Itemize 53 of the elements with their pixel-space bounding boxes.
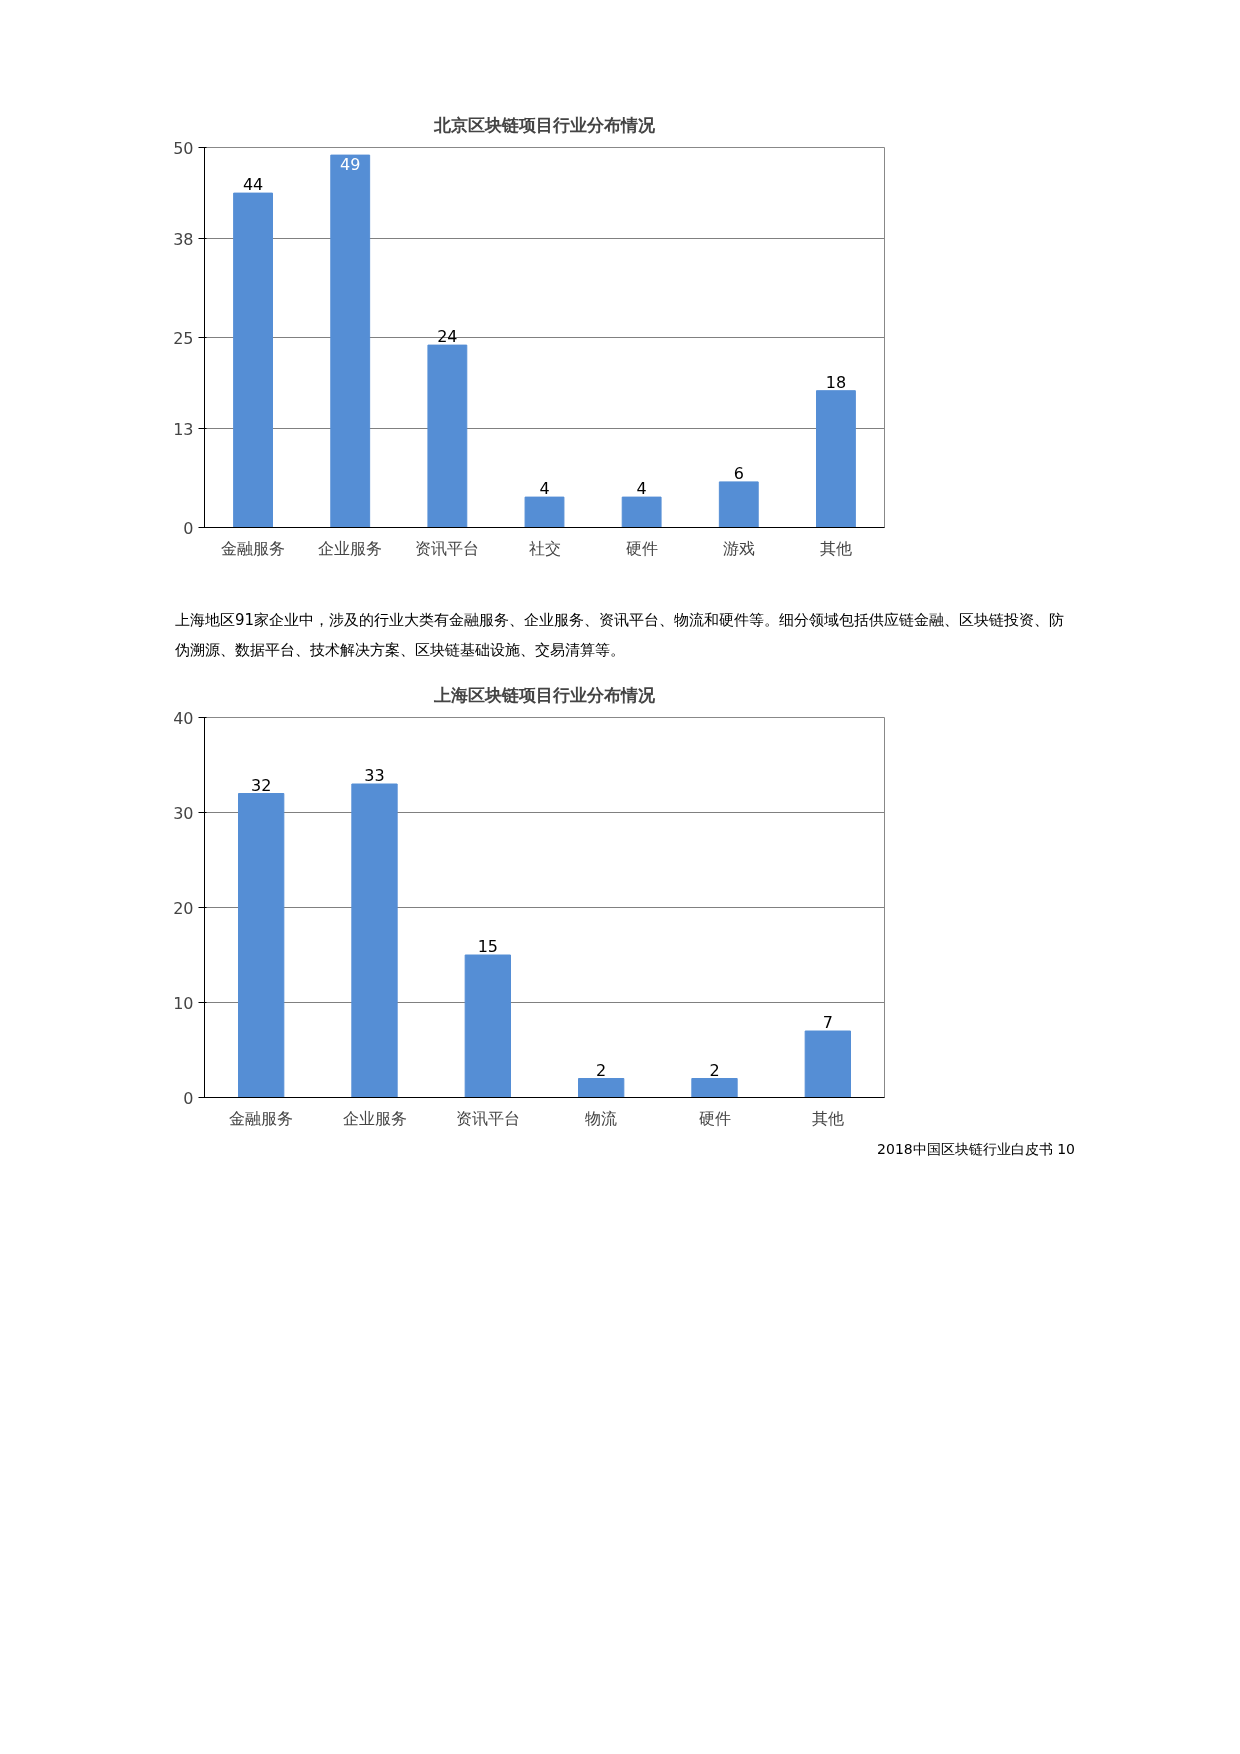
text: 2018中国区块链行业白皮书 10 [877,1140,1075,1159]
y-tick-label: 20 [173,898,194,918]
x-tick-label: 物流 [585,1108,618,1128]
x-tick-label: 社交 [528,538,561,558]
x-tick-label: 金融服务 [221,538,286,558]
bar [330,154,371,528]
bar [691,1078,738,1098]
bar [427,344,468,528]
x-tick-label: 其他 [819,538,852,558]
bar [233,192,273,528]
x-tick-label: 其他 [811,1108,844,1128]
data-label: 6 [733,463,744,483]
bar [464,954,511,1098]
data-label: 4 [636,479,647,499]
y-tick-label: 25 [173,328,194,348]
x-tick-label: 企业服务 [318,538,383,558]
data-label: 32 [250,775,272,795]
y-tick-label: 50 [173,138,194,158]
data-label: 44 [242,175,264,195]
bar [238,793,285,1098]
y-tick-label: 0 [183,518,194,538]
x-tick-label: 硬件 [698,1108,731,1128]
x-tick-label: 资讯平台 [415,538,480,558]
y-tick-label: 10 [173,993,194,1013]
data-label: 2 [596,1060,607,1080]
chart-title: 上海区块链项目行业分布情况 [433,685,656,705]
data-label: 15 [477,937,499,956]
data-label: 2 [709,1060,720,1080]
y-tick-label: 0 [183,1088,194,1108]
x-tick-label: 硬件 [625,538,658,558]
x-tick-label: 金融服务 [229,1108,294,1128]
x-tick-label: 企业服务 [342,1108,407,1128]
bar [524,496,565,528]
data-label: 49 [340,155,361,175]
x-tick-label: 资讯平台 [455,1108,520,1128]
data-label: 24 [437,327,458,347]
x-tick-label: 游戏 [722,538,755,558]
data-label: 18 [825,372,847,392]
bar [718,481,759,528]
bar [621,496,662,528]
bar [816,390,856,528]
chart-title: 北京区块链项目行业分布情况 [433,115,656,135]
bar [804,1030,851,1098]
bar [351,783,398,1098]
y-tick-label: 40 [173,708,194,728]
y-tick-label: 38 [173,229,194,249]
bar [578,1078,625,1098]
data-label: 4 [539,479,550,499]
y-tick-label: 30 [173,803,194,823]
text: 上海地区91家企业中，涉及的行业大类有金融服务、企业服务、资讯平台、物流和硬件等。细分领域包括供应链金融、区块链投资、防伪溯源、数据平台、技术解决方案、区块链基础设施、交易清算等。 [175,610,1066,661]
data-label: 7 [822,1013,833,1032]
y-tick-label: 13 [173,419,194,439]
data-label: 33 [364,766,385,785]
